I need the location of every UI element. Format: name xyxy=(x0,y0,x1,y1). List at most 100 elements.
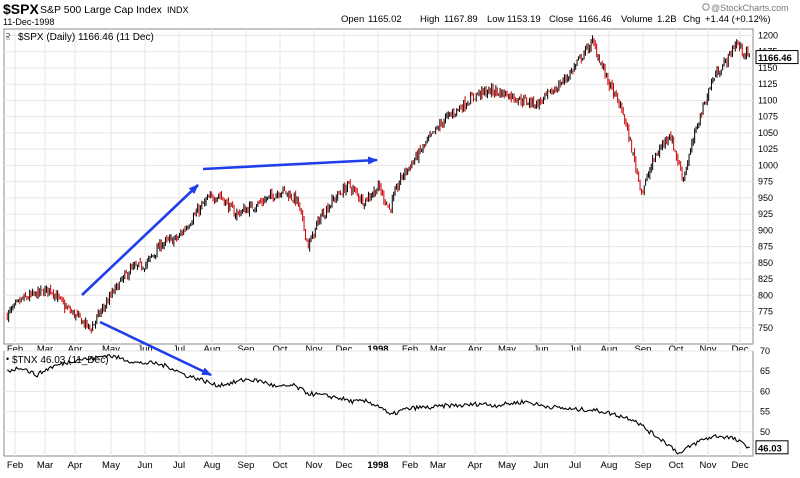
price-y-tick-label: 750 xyxy=(758,323,773,333)
volume-value: 1.2B xyxy=(657,14,677,25)
price-y-tick-label: 1150 xyxy=(758,63,777,73)
price-x-tick-label: Aug xyxy=(601,344,618,355)
price-y-tick-label: 925 xyxy=(758,209,773,219)
x-tick-label: Oct xyxy=(669,460,684,471)
price-x-tick-label: Sep xyxy=(635,344,652,355)
x-tick-label: Aug xyxy=(601,460,618,471)
x-tick-label: Dec xyxy=(336,460,353,471)
change-value: +1.44 (+0.12%) xyxy=(705,14,771,25)
high-label: High xyxy=(420,14,440,25)
x-tick-label: Dec xyxy=(732,460,749,471)
price-y-tick-label: 1075 xyxy=(758,112,778,122)
x-tick-label: 1998 xyxy=(367,460,388,471)
price-y-tick-label: 1125 xyxy=(758,79,777,89)
price-x-tick-label: Mar xyxy=(37,344,53,355)
price-x-tick-label: May xyxy=(102,344,120,355)
x-tick-label: Jun xyxy=(137,460,152,471)
x-tick-label: Apr xyxy=(468,460,483,471)
price-y-tick-label: 850 xyxy=(758,258,773,268)
index-name: S&P 500 Large Cap Index xyxy=(40,4,163,16)
tnx-panel: 50 55 60 65 70 • $TNX 46.03 (11_Dec) 46.03 xyxy=(3,346,789,457)
x-tick-label: Jun xyxy=(533,460,548,471)
price-y-tick-label: 900 xyxy=(758,225,773,235)
tnx-y-tick-label: 60 xyxy=(760,386,770,396)
x-tick-label: Mar xyxy=(430,460,446,471)
low-value: 1153.19 xyxy=(507,14,541,25)
price-x-tick-label: Oct xyxy=(669,344,684,355)
price-y-tick-label: 825 xyxy=(758,274,773,284)
trend-arrow xyxy=(99,320,212,377)
date-label: 11-Dec-1998 xyxy=(3,17,54,27)
tnx-y-tick-label: 55 xyxy=(760,407,770,417)
symbol-label: $SPX xyxy=(3,1,39,17)
price-panel: 750 775 800 825 850 875 900 925 950 975 1000 1025 10… xyxy=(3,28,799,355)
tnx-last-value: 46.03 xyxy=(758,443,782,454)
price-x-tick-label: Dec xyxy=(732,344,749,355)
x-tick-label: Jul xyxy=(173,460,185,471)
price-last-value: 1166.46 xyxy=(758,53,792,64)
price-x-tick-label: Sep xyxy=(238,344,255,355)
trend-arrow xyxy=(81,184,199,296)
x-tick-label: Oct xyxy=(273,460,288,471)
x-tick-label: Nov xyxy=(306,460,323,471)
price-x-tick-label: Aug xyxy=(204,344,221,355)
x-tick-label: Sep xyxy=(635,460,652,471)
x-tick-label: Nov xyxy=(700,460,717,471)
price-x-tick-label: Oct xyxy=(273,344,288,355)
close-value: 1166.46 xyxy=(578,14,612,25)
tnx-last-value-box xyxy=(755,440,789,455)
volume-label: Volume xyxy=(621,14,653,25)
price-legend: $SPX (Daily) 1166.46 (11 Dec) xyxy=(18,32,154,43)
stockcharts-logo-icon xyxy=(702,3,710,11)
x-tick-label: Mar xyxy=(37,460,53,471)
chart-header: $SPX S&P 500 Large Cap Index INDX 11-Dec… xyxy=(3,1,789,27)
price-y-tick-label: 775 xyxy=(758,307,773,317)
x-tick-label: Aug xyxy=(204,460,221,471)
price-x-tick-label: May xyxy=(498,344,516,355)
price-x-tick-label: Feb xyxy=(7,344,23,355)
price-x-tick-label: Nov xyxy=(306,344,323,355)
trend-arrows xyxy=(81,156,378,377)
tnx-y-tick-label: 70 xyxy=(760,346,770,356)
x-axis: Feb Mar Apr May Jun Jul Aug Sep Oct Nov Dec 1998 Feb… xyxy=(7,460,749,471)
tnx-y-tick-label: 65 xyxy=(760,366,770,376)
x-tick-label: Sep xyxy=(238,460,255,471)
price-x-tick-label: Jun xyxy=(533,344,548,355)
trend-arrow xyxy=(202,156,378,171)
legend-icon: ⫆ xyxy=(6,31,10,41)
price-y-tick-label: 800 xyxy=(758,290,773,300)
x-tick-label: Feb xyxy=(402,460,418,471)
price-y-tick-label: 1200 xyxy=(758,30,778,40)
price-y-tick-label: 1000 xyxy=(758,160,778,170)
price-y-tick-label: 875 xyxy=(758,242,773,252)
x-tick-label: May xyxy=(498,460,516,471)
price-x-tick-label: Jun xyxy=(137,344,152,355)
price-x-tick-label: 1998 xyxy=(367,344,388,355)
price-last-value-box xyxy=(755,50,799,65)
price-x-tick-label: Nov xyxy=(700,344,717,355)
low-label: Low xyxy=(487,14,505,25)
exchange-label: INDX xyxy=(167,5,189,15)
price-x-tick-label: Dec xyxy=(336,344,353,355)
candlestick-series xyxy=(6,35,750,334)
price-x-tick-label: Jul xyxy=(569,344,581,355)
tnx-legend-icon: • xyxy=(6,354,9,364)
close-label: Close xyxy=(549,14,573,25)
price-y-tick-label: 950 xyxy=(758,193,773,203)
price-x-tick-label: Jul xyxy=(173,344,185,355)
price-x-tick-label: Apr xyxy=(68,344,83,355)
change-label: Chg xyxy=(683,14,700,25)
open-label: Open xyxy=(341,14,364,25)
tnx-line xyxy=(6,354,750,455)
x-tick-label: Apr xyxy=(68,460,83,471)
tnx-legend: $TNX 46.03 (11_Dec) xyxy=(12,355,109,366)
price-x-tick-label: Feb xyxy=(402,344,418,355)
x-tick-label: Jul xyxy=(569,460,581,471)
price-y-tick-label: 975 xyxy=(758,177,773,187)
watermark: @StockCharts.com xyxy=(711,3,789,13)
x-tick-label: May xyxy=(102,460,120,471)
price-x-tick-label: Mar xyxy=(430,344,446,355)
price-y-tick-label: 1100 xyxy=(758,95,777,105)
high-value: 1167.89 xyxy=(444,14,478,25)
